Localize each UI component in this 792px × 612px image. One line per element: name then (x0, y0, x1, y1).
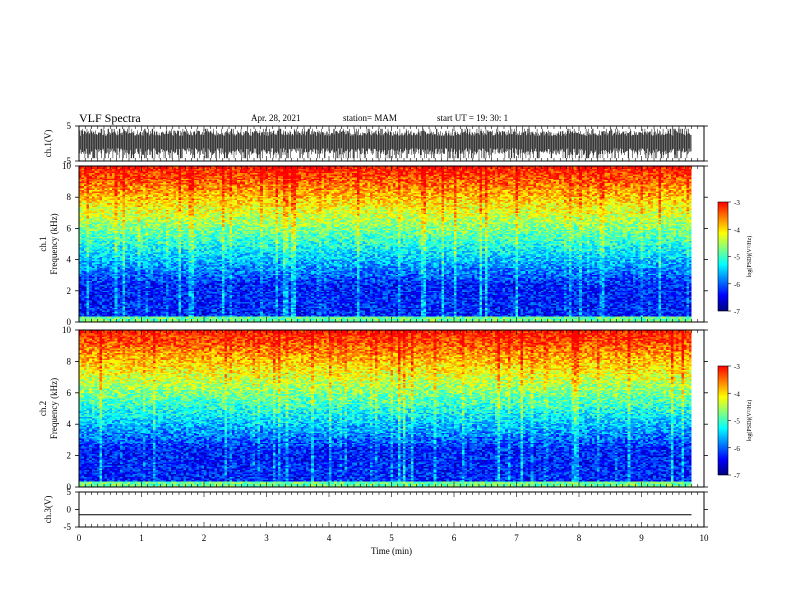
x-tick-label: 9 (639, 533, 644, 543)
x-tick-label: 3 (264, 533, 269, 543)
colorbar-tick-label: -6 (734, 281, 740, 289)
x-tick-label: 2 (202, 533, 207, 543)
ch1-waveform-y-tick-label: 5 (67, 121, 72, 131)
ch3-waveform-y-tick-label: 5 (67, 487, 72, 497)
x-tick-label: 5 (389, 533, 394, 543)
header-station: station= MAM (343, 113, 397, 123)
colorbar-tick-label: -5 (734, 418, 740, 426)
ch1-spectrogram-y-tick-label: 0 (67, 317, 72, 327)
ch1-colorbar (717, 201, 729, 312)
x-tick-label: 4 (327, 533, 332, 543)
x-tick-label: 0 (77, 533, 82, 543)
colorbar-tick-label: -3 (734, 199, 740, 207)
colorbar-label: log(PSD)(V²/Hz) (746, 236, 753, 277)
ch3-waveform-frame (78, 491, 705, 528)
x-tick-label: 6 (452, 533, 457, 543)
ch2-spectrogram-ylabel: Frequency (kHz) (49, 378, 59, 439)
ch1-spectrogram-y-tick-label: 10 (62, 161, 72, 171)
ch1-waveform-y-tick-label: -5 (64, 156, 72, 166)
ch3-waveform-y-tick-label: -5 (64, 522, 72, 532)
ch1-spectrogram-y-tick-label: 8 (67, 192, 72, 202)
ch2-spectrogram-y-tick-label: 2 (67, 451, 72, 461)
colorbar-tick-label: -7 (734, 308, 740, 316)
ch2-colorbar (717, 365, 729, 476)
colorbar-tick-label: -7 (734, 472, 740, 480)
colorbar-tick-label: -3 (734, 363, 740, 371)
ch2-spectrogram-y-tick-label: 8 (67, 356, 72, 366)
ch1-waveform-ylabel: ch.1(V) (43, 130, 53, 158)
ch2-spectrogram-y-tick-label: 10 (62, 325, 72, 335)
colorbar-tick-label: -4 (734, 226, 740, 234)
ch2-spectrogram-ylabel-channel: ch.2 (38, 401, 48, 416)
ch3-waveform-ylabel: ch.3(V) (43, 496, 53, 524)
colorbar-tick-label: -4 (734, 390, 740, 398)
ch1-spectrogram-y-tick-label: 4 (67, 255, 72, 265)
ch1-spectrogram-ylabel-channel: ch.1 (38, 236, 48, 251)
ch2-spectrogram-y-tick-label: 6 (67, 388, 72, 398)
colorbar-tick-label: -5 (734, 254, 740, 262)
header-date: Apr. 28, 2021 (251, 113, 301, 123)
x-tick-label: 8 (577, 533, 582, 543)
ch1-spectrogram-y-tick-label: 6 (67, 223, 72, 233)
header-title: VLF Spectra (79, 111, 141, 125)
x-tick-label: 10 (700, 533, 710, 543)
ch1-spectrogram-image (79, 166, 692, 322)
header-start-time: start UT = 19: 30: 1 (437, 113, 509, 123)
ch2-spectrogram-image (79, 330, 692, 487)
ch1-spectrogram-y-tick-label: 2 (67, 286, 72, 296)
ch2-spectrogram-y-tick-label: 0 (67, 482, 72, 492)
ch1-waveform-trace (79, 128, 692, 159)
ch2-spectrogram-y-tick-label: 4 (67, 419, 72, 429)
x-tick-label: 7 (514, 533, 519, 543)
colorbar-label: log(PSD)(V²/Hz) (746, 400, 753, 441)
ch1-spectrogram-ylabel: Frequency (kHz) (49, 213, 59, 274)
ch3-waveform-y-tick-label: 0 (67, 505, 72, 515)
x-tick-label: 1 (139, 533, 144, 543)
x-axis-label: Time (min) (371, 546, 412, 556)
colorbar-tick-label: -6 (734, 445, 740, 453)
